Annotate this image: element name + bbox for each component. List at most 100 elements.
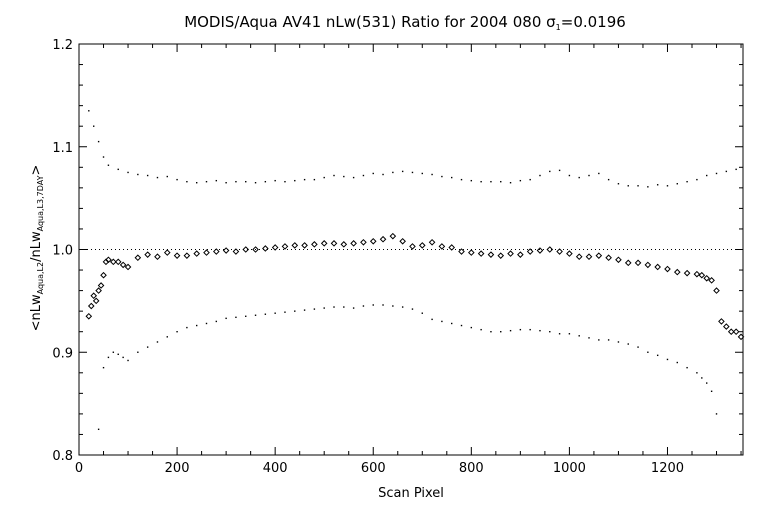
point-mean	[585, 253, 593, 261]
point-mean	[654, 263, 661, 271]
point-mean	[301, 242, 308, 249]
y-tick-label: 0.8	[52, 449, 73, 464]
point-mean	[242, 246, 250, 253]
point-upper	[441, 175, 443, 178]
point-mean	[330, 240, 338, 247]
point-mean	[350, 240, 357, 247]
point-lower	[539, 329, 541, 332]
point-upper	[137, 173, 139, 176]
x-tick-label: 1000	[553, 461, 586, 476]
point-mean	[448, 244, 456, 251]
point-upper	[470, 179, 473, 182]
point-lower	[529, 328, 531, 331]
point-mean	[624, 259, 632, 267]
point-mean	[458, 248, 465, 255]
point-lower	[235, 316, 237, 319]
y-label-sub2: Aqua,L3,7DAY	[36, 175, 45, 231]
point-upper	[519, 179, 522, 182]
x-tick-label: 600	[361, 461, 386, 476]
point-lower	[323, 307, 325, 309]
point-lower	[97, 428, 100, 431]
point-lower	[137, 351, 139, 353]
point-lower	[617, 341, 620, 343]
point-upper	[372, 172, 374, 175]
point-mean	[144, 251, 151, 258]
point-lower	[706, 382, 708, 384]
point-mean	[418, 242, 426, 249]
point-lower	[215, 320, 218, 323]
point-upper	[264, 180, 267, 183]
point-upper	[558, 169, 561, 172]
point-upper	[598, 172, 600, 175]
series-mean	[85, 232, 745, 341]
point-mean	[634, 259, 642, 267]
point-lower	[509, 329, 512, 332]
point-mean	[605, 254, 612, 262]
point-lower	[166, 336, 168, 338]
point-mean	[379, 235, 387, 243]
y-label-mid: /nLw	[29, 231, 44, 262]
point-upper	[696, 178, 698, 181]
point-lower	[558, 333, 561, 335]
y-tick-label: 1.0	[52, 244, 73, 259]
point-mean	[723, 323, 730, 330]
point-lower	[401, 306, 404, 308]
point-mean	[536, 247, 544, 254]
point-lower	[392, 305, 394, 307]
point-lower	[333, 306, 335, 308]
point-upper	[715, 172, 718, 175]
x-tick-label: 200	[165, 461, 190, 476]
point-mean	[713, 287, 720, 294]
point-upper	[127, 171, 129, 174]
point-lower	[647, 351, 649, 353]
x-tick-label: 400	[263, 461, 288, 476]
point-mean	[399, 237, 406, 245]
point-lower	[343, 306, 345, 308]
point-mean	[703, 274, 711, 282]
point-lower	[656, 354, 659, 357]
point-upper	[549, 170, 551, 173]
point-upper	[490, 180, 492, 183]
point-lower	[627, 343, 629, 345]
y-label-open: <nLw	[29, 294, 44, 331]
point-upper	[529, 178, 531, 181]
point-upper	[156, 176, 159, 179]
point-upper	[568, 174, 571, 177]
point-lower	[362, 305, 365, 307]
x-tick-label: 800	[459, 461, 484, 476]
point-mean	[615, 256, 622, 264]
point-mean	[389, 232, 397, 240]
point-mean	[409, 243, 416, 250]
axis-tick-labels: 0 200 400 600 800 1000 1200 0.8 0.9 1.0 1.1 1.2	[52, 38, 684, 476]
point-mean	[644, 261, 652, 269]
point-upper	[382, 173, 384, 176]
point-upper	[401, 170, 404, 173]
x-axis-label: Scan Pixel	[378, 486, 444, 501]
y-label-sub1: Aqua,L2	[36, 262, 45, 294]
point-mean	[477, 250, 485, 257]
point-lower	[156, 341, 159, 343]
point-mean	[173, 252, 181, 259]
point-mean	[468, 249, 475, 256]
point-mean	[320, 240, 328, 247]
axis-ticks	[78, 43, 743, 456]
point-upper	[666, 185, 669, 187]
point-upper	[431, 173, 433, 176]
point-mean	[428, 239, 436, 246]
point-mean	[281, 243, 289, 250]
point-upper	[647, 186, 649, 188]
point-mean	[718, 318, 725, 325]
point-lower	[245, 315, 247, 317]
point-upper	[706, 174, 708, 177]
point-mean	[311, 241, 318, 248]
point-upper	[294, 179, 296, 182]
point-upper	[460, 178, 463, 181]
point-upper	[411, 171, 414, 174]
point-lower	[284, 311, 286, 313]
point-mean	[575, 253, 583, 261]
point-mean	[183, 252, 191, 259]
series-lower	[97, 304, 718, 431]
point-lower	[294, 310, 296, 312]
point-upper	[362, 174, 365, 177]
point-lower	[186, 326, 188, 329]
